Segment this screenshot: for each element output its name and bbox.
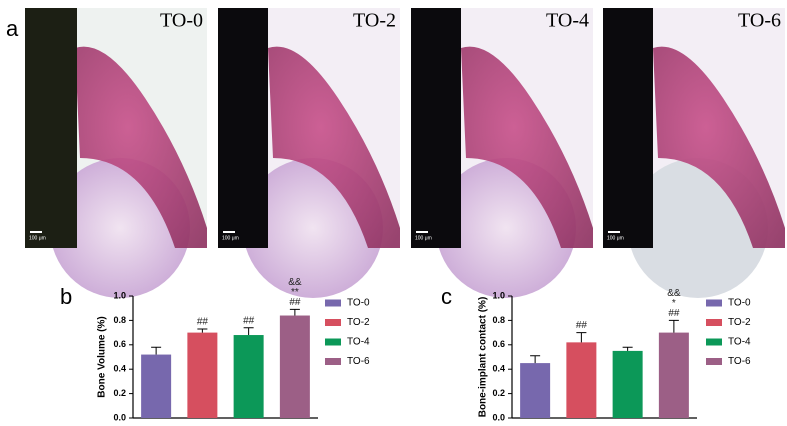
scale-bar-label: 100 μm [29,235,46,241]
scale-bar-label: 100 μm [222,235,239,241]
legend-swatch [325,299,341,307]
image-label: TO-6 [738,10,781,32]
y-tick-label: 0.8 [113,315,126,325]
image-label: TO-0 [160,10,203,32]
legend-swatch [325,358,341,365]
implant [603,8,653,248]
bar [279,315,310,418]
image-label: TO-4 [546,10,589,32]
y-tick-label: 0.2 [113,388,126,398]
error-bar [243,327,254,336]
significance-mark: ## [243,315,255,326]
panel-label: b [60,284,72,309]
scale-bar [223,231,235,233]
y-tick-label: 0.4 [113,364,126,374]
significance-mark: ## [197,317,209,328]
legend-swatch [706,338,722,346]
micrograph: TO-6 100 μm [603,8,785,298]
bone-tissue [653,46,785,249]
error-bar [197,328,208,333]
y-tick-label: 0.8 [492,315,505,325]
y-tick-label: 0.6 [492,339,505,349]
bar [187,332,218,418]
y-tick-label: 1.0 [492,290,505,300]
legend-label: TO-0 [347,298,370,309]
significance-mark: ## [668,308,680,319]
legend-swatch [706,299,722,307]
error-bar [576,332,587,343]
panel-label: c [441,284,452,309]
scale-bar [416,231,428,233]
bone-tissue [461,46,593,249]
significance-mark: && [667,288,681,299]
significance-mark: * [672,298,676,309]
error-bar [530,355,541,364]
y-axis-label: Bone Volume (%) [97,316,108,397]
legend-label: TO-4 [728,337,751,348]
scale-bar-label: 100 μm [607,235,624,241]
bar [520,363,551,418]
error-bar [151,346,162,355]
bone-tissue [75,46,207,249]
panel-label: a [6,16,19,41]
scale-bar [608,231,620,233]
implant [411,8,461,248]
y-axis-label: Bone-implant contact (%) [478,297,489,418]
bar [233,335,264,418]
bar [658,332,689,418]
legend-swatch [706,319,722,326]
significance-mark: && [288,277,302,288]
micrograph: TO-0 100 μm [25,8,207,298]
legend-label: TO-2 [347,317,370,328]
y-tick-label: 0.2 [492,388,505,398]
significance-mark: ** [291,287,299,298]
implant [25,8,77,248]
legend-label: TO-4 [347,337,370,348]
legend-label: TO-6 [347,356,370,367]
y-tick-label: 0.6 [113,339,126,349]
y-tick-label: 0.4 [492,364,505,374]
legend-swatch [325,319,341,326]
error-bar [289,308,300,316]
legend-label: TO-0 [728,298,751,309]
micrograph: TO-2 100 μm [218,8,400,298]
legend-label: TO-2 [728,317,751,328]
error-bar [668,319,679,333]
significance-mark: ## [289,297,301,308]
y-tick-label: 1.0 [113,290,126,300]
significance-mark: ## [576,320,588,331]
bar [612,350,643,418]
y-tick-label: 0.0 [492,412,505,422]
implant [218,8,268,248]
legend-swatch [706,358,722,365]
scale-bar-label: 100 μm [415,235,432,241]
error-bar [622,346,633,351]
bar [566,342,597,418]
scale-bar [30,231,42,233]
image-label: TO-2 [353,10,396,32]
bone-tissue [268,46,400,249]
bar [141,354,172,418]
legend-swatch [325,338,341,346]
legend-label: TO-6 [728,356,751,367]
micrograph: TO-4 100 μm [411,8,593,298]
y-tick-label: 0.0 [113,412,126,422]
